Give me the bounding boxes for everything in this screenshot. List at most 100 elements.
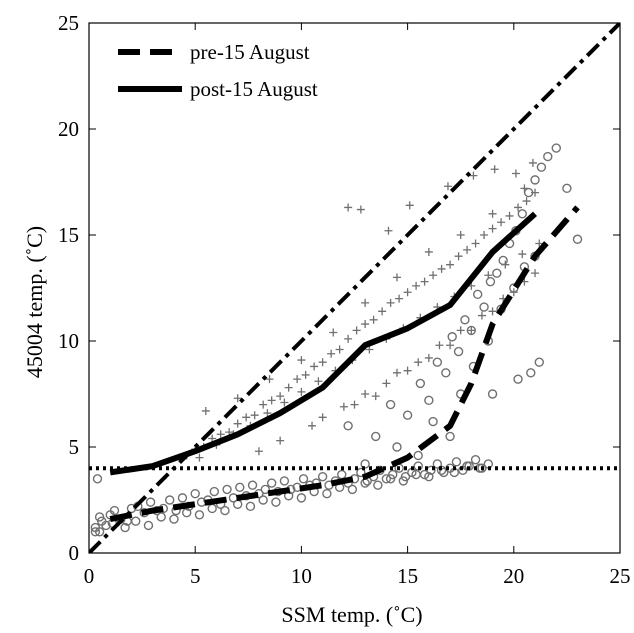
- scatter-point-plus: [469, 171, 478, 180]
- scatter-point-circle: [194, 510, 205, 520]
- scatter-point-plus: [382, 379, 391, 388]
- scatter-point-plus: [308, 421, 317, 430]
- y-tick-label: 20: [58, 117, 79, 141]
- scatter-point-circle: [385, 474, 396, 484]
- scatter-point-circle: [432, 459, 443, 469]
- scatter-point-plus: [412, 281, 421, 290]
- scatter-point-circle: [271, 497, 281, 507]
- scatter-point-circle: [453, 346, 464, 357]
- scatter-point-circle: [258, 495, 268, 505]
- scatter-point-circle: [451, 457, 462, 467]
- scatter-point-plus: [392, 368, 401, 377]
- scatter-point-circle: [356, 467, 366, 478]
- scatter-point-plus: [395, 294, 404, 303]
- scatter-point-circle: [190, 488, 200, 499]
- scatter-point-circle: [296, 493, 307, 503]
- scatter-point-circle: [534, 357, 544, 367]
- scatter-point-circle: [371, 431, 381, 442]
- scatter-point-circle: [445, 431, 455, 442]
- scatter-point-plus: [335, 345, 344, 354]
- scatter-point-circle: [156, 512, 166, 522]
- scatter-point-plus: [297, 387, 306, 396]
- scatter-point-circle: [266, 478, 277, 488]
- scatter-point-circle: [381, 474, 392, 484]
- scatter-point-plus: [403, 288, 412, 297]
- scatter-point-circle: [470, 455, 481, 465]
- x-tick-label: 25: [610, 564, 631, 588]
- scatter-point-plus: [518, 250, 527, 259]
- scatter-point-plus: [424, 247, 433, 256]
- scatter-point-circle: [165, 495, 175, 505]
- scatter-point-plus: [514, 203, 523, 212]
- x-tick-label: 15: [397, 564, 418, 588]
- scatter-point-circle: [145, 497, 156, 507]
- scatter-point-circle: [131, 516, 141, 526]
- plot-marks: [89, 23, 620, 553]
- scatter-point-circle: [360, 478, 370, 488]
- legend-label-post-15-august: post-15 August: [190, 77, 318, 101]
- scatter-point-plus: [195, 453, 204, 462]
- scatter-point-circle: [398, 476, 409, 486]
- scatter-point-circle: [209, 486, 220, 497]
- scatter-point-plus: [318, 358, 327, 367]
- scatter-point-plus: [371, 392, 380, 401]
- scatter-point-plus: [267, 396, 276, 405]
- y-tick-label: 10: [58, 329, 79, 353]
- scatter-point-plus: [327, 349, 336, 358]
- series-line-pre-15-august: [109, 205, 580, 523]
- scatter-point-plus: [531, 269, 540, 278]
- scatter-point-plus: [501, 260, 510, 269]
- scatter-point-plus: [467, 326, 476, 335]
- scatter-point-circle: [426, 465, 436, 476]
- scatter-point-circle: [337, 469, 347, 480]
- scatter-point-circle: [411, 469, 421, 480]
- scatter-point-circle: [94, 527, 105, 537]
- scatter-point-plus: [488, 209, 497, 218]
- scatter-point-circle: [169, 514, 179, 524]
- scatter-point-plus: [429, 271, 438, 280]
- scatter-point-plus: [297, 356, 306, 365]
- scatter-point-plus: [463, 245, 472, 254]
- scatter-point-plus: [520, 184, 529, 193]
- scatter-point-circle: [360, 459, 370, 469]
- scatter-point-plus: [314, 377, 323, 386]
- scatter-point-circle: [347, 484, 358, 495]
- scatter-point-plus: [361, 320, 370, 329]
- scatter-point-plus: [456, 231, 465, 239]
- scatter-point-circle: [536, 162, 547, 172]
- scatter-point-plus: [424, 353, 433, 362]
- scatter-point-circle: [551, 143, 561, 153]
- scatter-point-circle: [220, 505, 230, 516]
- scatter-point-plus: [254, 447, 263, 456]
- scatter-point-circle: [428, 416, 438, 427]
- scatter-point-plus: [356, 205, 365, 214]
- x-axis-label: SSM temp. (˚C): [281, 602, 422, 627]
- scatter-point-plus: [301, 370, 310, 379]
- scatter-point-plus: [233, 394, 242, 403]
- scatter-point-circle: [432, 357, 443, 367]
- reference-line-dash-dot: [89, 23, 620, 553]
- scatter-point-plus: [250, 411, 259, 420]
- scatter-point-plus: [420, 277, 429, 286]
- scatter-point-plus: [392, 273, 401, 282]
- axes-frame: [88, 22, 621, 554]
- scatter-point-circle: [572, 234, 583, 244]
- scatter-point-plus: [443, 182, 452, 191]
- scatter-point-plus: [535, 239, 544, 248]
- scatter-point-circle: [322, 488, 332, 499]
- scatter-point-plus: [263, 409, 272, 418]
- scatter-point-plus: [318, 413, 327, 422]
- scatter-point-plus: [456, 326, 465, 335]
- scatter-point-plus: [488, 224, 497, 233]
- scatter-point-plus: [344, 203, 353, 212]
- scatter-point-plus: [480, 231, 489, 239]
- scatter-point-plus: [511, 169, 520, 178]
- scatter-point-plus: [386, 298, 395, 307]
- scatter-point-circle: [513, 374, 523, 384]
- scatter-point-circle: [479, 302, 489, 312]
- scatter-point-plus: [276, 436, 285, 445]
- scatter-point-plus: [365, 345, 374, 354]
- ticks: 0 5 10 15 20 25 0 5 10 15 20 25: [58, 11, 631, 588]
- scatter-point-circle: [279, 476, 290, 486]
